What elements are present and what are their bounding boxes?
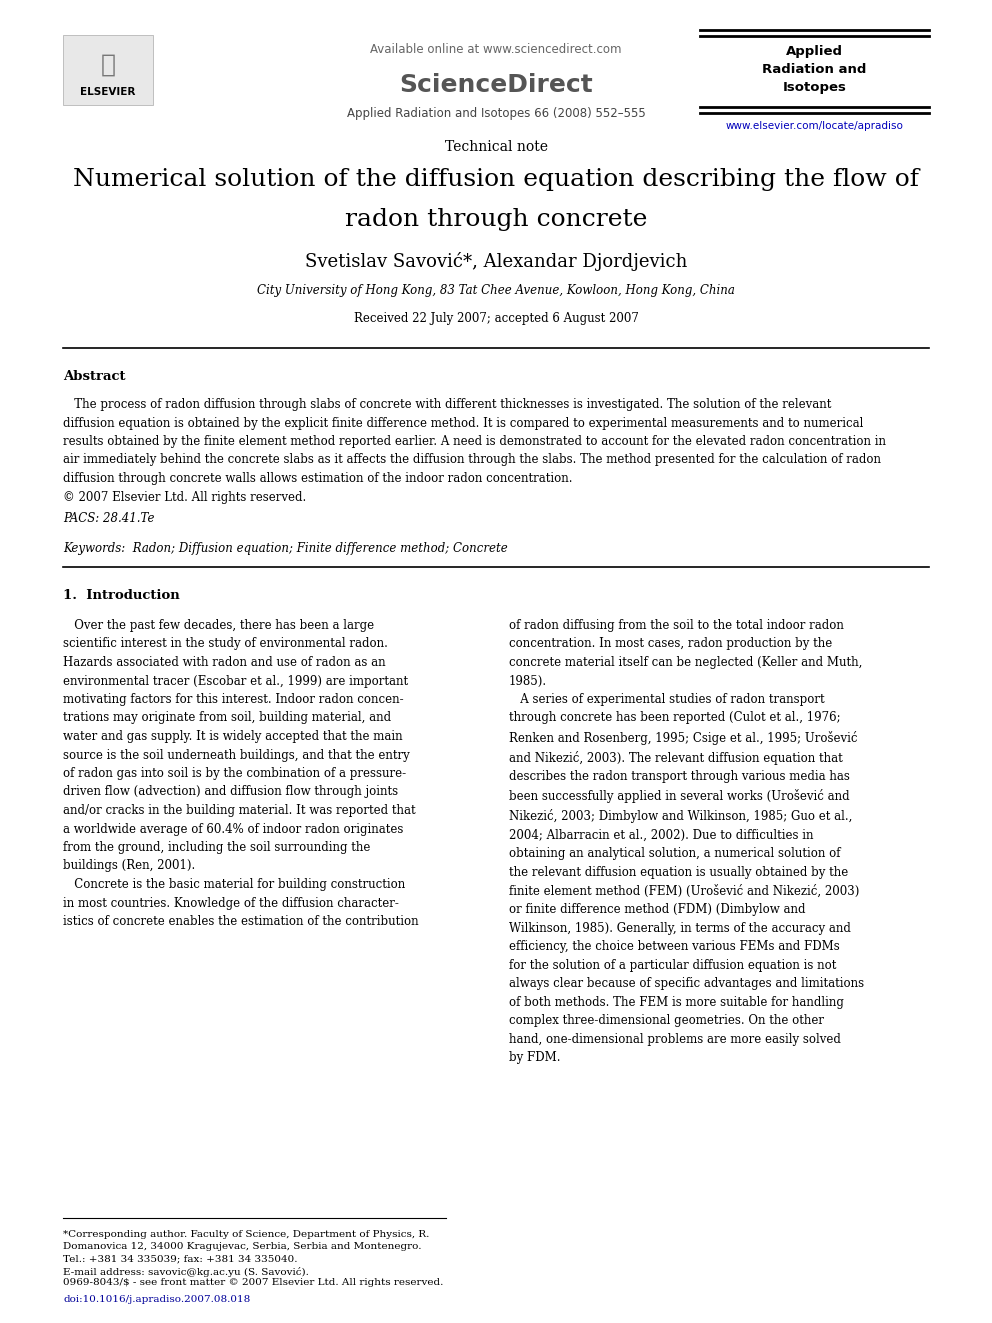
Text: ELSEVIER: ELSEVIER — [80, 87, 136, 97]
Text: Abstract: Abstract — [63, 370, 126, 382]
Text: of radon diffusing from the soil to the total indoor radon
concentration. In mos: of radon diffusing from the soil to the … — [509, 619, 864, 1064]
Text: Received 22 July 2007; accepted 6 August 2007: Received 22 July 2007; accepted 6 August… — [353, 312, 639, 325]
Text: radon through concrete: radon through concrete — [345, 208, 647, 232]
Text: *Corresponding author. Faculty of Science, Department of Physics, R.
Domanovica : *Corresponding author. Faculty of Scienc… — [63, 1230, 430, 1277]
Text: Applied
Radiation and
Isotopes: Applied Radiation and Isotopes — [762, 45, 867, 94]
Text: Numerical solution of the diffusion equation describing the flow of: Numerical solution of the diffusion equa… — [73, 168, 919, 191]
Text: Applied Radiation and Isotopes 66 (2008) 552–555: Applied Radiation and Isotopes 66 (2008)… — [346, 107, 646, 120]
Text: Over the past few decades, there has been a large
scientific interest in the stu: Over the past few decades, there has bee… — [63, 619, 419, 927]
Text: Technical note: Technical note — [444, 140, 548, 153]
Text: 🌲: 🌲 — [100, 53, 115, 77]
Text: www.elsevier.com/locate/apradiso: www.elsevier.com/locate/apradiso — [725, 120, 904, 131]
Text: The process of radon diffusion through slabs of concrete with different thicknes: The process of radon diffusion through s… — [63, 398, 886, 504]
Text: Keywords:  Radon; Diffusion equation; Finite difference method; Concrete: Keywords: Radon; Diffusion equation; Fin… — [63, 542, 508, 556]
Text: doi:10.1016/j.apradiso.2007.08.018: doi:10.1016/j.apradiso.2007.08.018 — [63, 1295, 250, 1304]
Text: Svetislav Savović*, Alexandar Djordjevich: Svetislav Savović*, Alexandar Djordjevic… — [305, 251, 687, 271]
Text: ScienceDirect: ScienceDirect — [399, 73, 593, 97]
Text: City University of Hong Kong, 83 Tat Chee Avenue, Kowloon, Hong Kong, China: City University of Hong Kong, 83 Tat Che… — [257, 284, 735, 296]
Text: 0969-8043/$ - see front matter © 2007 Elsevier Ltd. All rights reserved.: 0969-8043/$ - see front matter © 2007 El… — [63, 1278, 443, 1287]
Text: Available online at www.sciencedirect.com: Available online at www.sciencedirect.co… — [370, 44, 622, 56]
Text: 1.  Introduction: 1. Introduction — [63, 589, 180, 602]
FancyBboxPatch shape — [63, 34, 153, 105]
Text: PACS: 28.41.Te: PACS: 28.41.Te — [63, 512, 155, 525]
